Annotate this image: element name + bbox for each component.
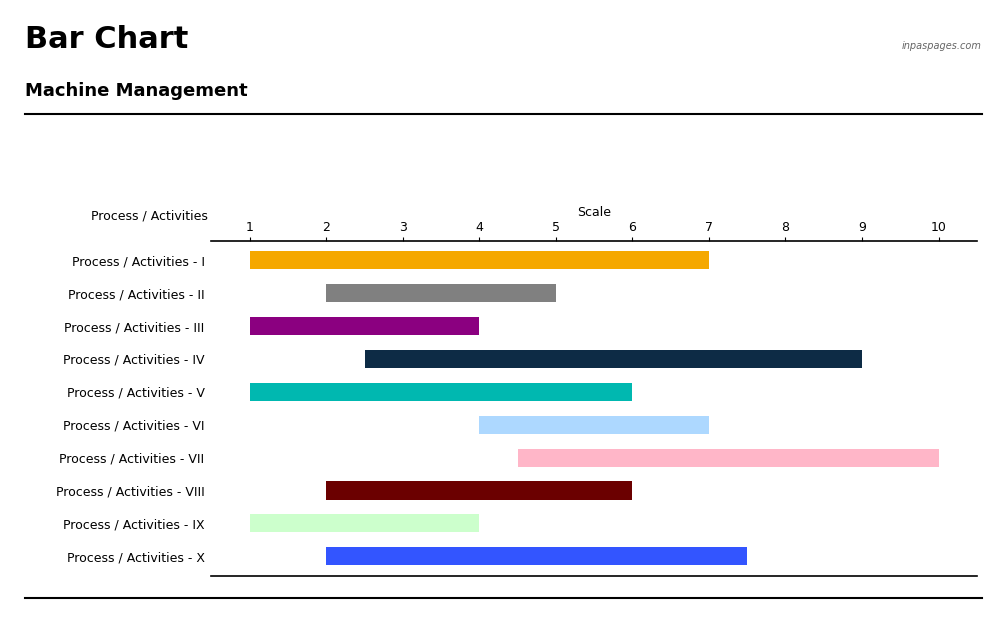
Bar [250,251,709,269]
Text: inpaspages.com: inpaspages.com [902,41,982,51]
Text: Bar Chart: Bar Chart [25,25,188,54]
X-axis label: Scale: Scale [577,206,611,220]
Text: Process / Activities: Process / Activities [91,209,207,222]
Bar [326,548,747,565]
Bar [326,482,632,499]
Bar [326,284,556,302]
Bar [518,449,939,467]
Bar [250,383,632,401]
Bar [250,515,479,532]
Bar [365,350,862,368]
Bar [479,416,709,434]
Text: Machine Management: Machine Management [25,82,248,100]
Bar [250,317,479,335]
